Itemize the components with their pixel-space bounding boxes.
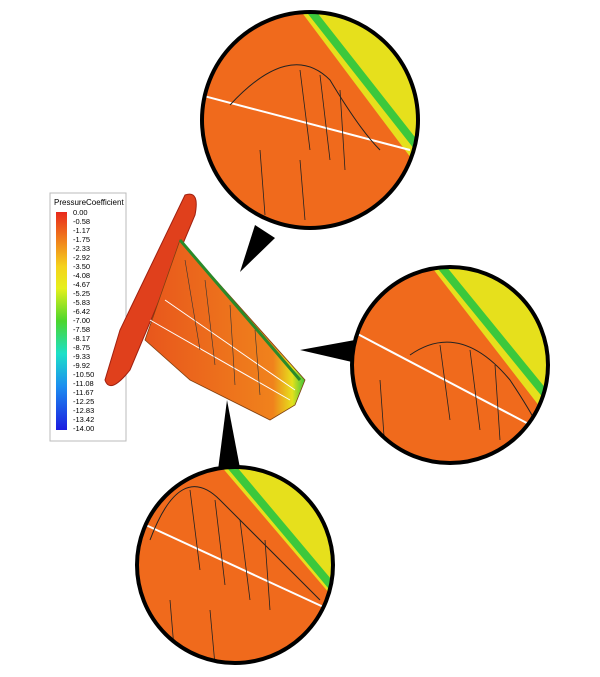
legend-label: -9.92 — [73, 361, 90, 370]
legend-label: -1.75 — [73, 235, 90, 244]
legend-label: -13.42 — [73, 415, 94, 424]
legend-label: -5.83 — [73, 298, 90, 307]
legend-label: -9.33 — [73, 352, 90, 361]
legend-label: -8.17 — [73, 334, 90, 343]
legend-label: -2.92 — [73, 253, 90, 262]
pointer — [218, 400, 240, 470]
legend-title: PressureCoefficient — [54, 198, 124, 207]
legend-label: -4.67 — [73, 280, 90, 289]
legend-label: -3.50 — [73, 262, 90, 271]
legend-label: -12.83 — [73, 406, 94, 415]
legend-labels: 0.00-0.58-1.17-1.75-2.33-2.92-3.50-4.08-… — [73, 208, 94, 433]
legend-label: -6.42 — [73, 307, 90, 316]
legend-label: 0.00 — [73, 208, 88, 217]
legend-label: -7.58 — [73, 325, 90, 334]
legend-label: -14.00 — [73, 424, 94, 433]
color-bar — [56, 212, 67, 430]
legend-label: -11.67 — [73, 388, 94, 397]
wing-model — [104, 193, 306, 421]
zoom-bottom — [135, 465, 335, 665]
legend-label: -1.17 — [73, 226, 90, 235]
legend-label: -12.25 — [73, 397, 94, 406]
legend: PressureCoefficient 0.00-0.58-1.17-1.75-… — [49, 192, 127, 442]
zoom-top — [200, 10, 420, 230]
pointer — [300, 340, 355, 362]
legend-label: -0.58 — [73, 217, 90, 226]
zoom-right — [350, 265, 550, 465]
legend-label: -7.00 — [73, 316, 90, 325]
legend-label: -11.08 — [73, 379, 94, 388]
legend-label: -2.33 — [73, 244, 90, 253]
pointer — [240, 225, 275, 272]
legend-label: -4.08 — [73, 271, 90, 280]
legend-label: -8.75 — [73, 343, 90, 352]
legend-label: -5.25 — [73, 289, 90, 298]
legend-label: -10.50 — [73, 370, 94, 379]
